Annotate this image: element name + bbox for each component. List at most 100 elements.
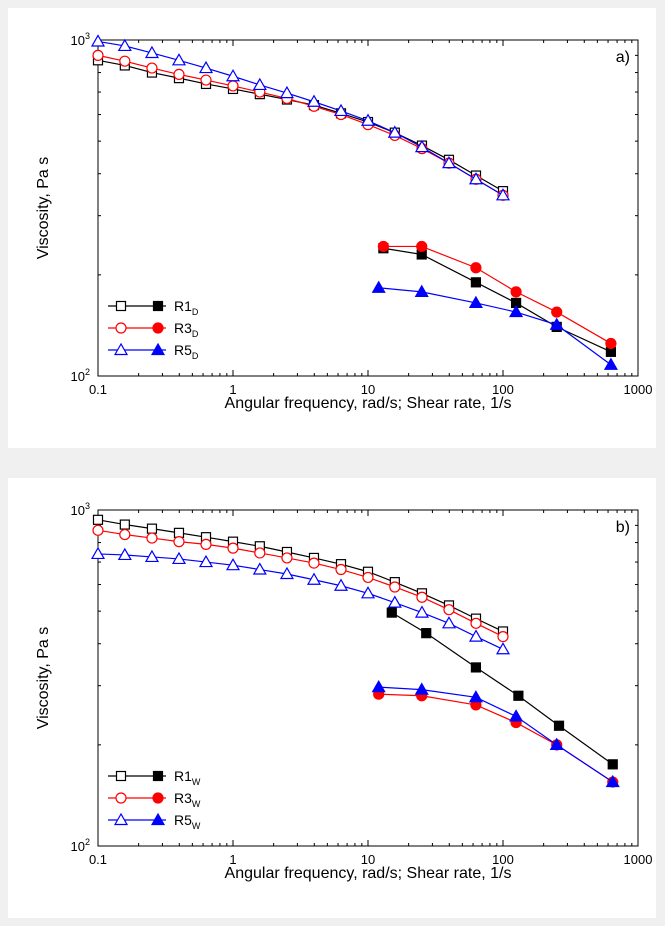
chart-a-data-point [416,240,428,253]
chart-a-legend-item: R5D [108,342,199,361]
chart-panel-a: 0.1 1 10 100 1000 102 103 Angular frequency, ra… [8,8,656,448]
chart-a-legend-marker-open [113,342,129,356]
chart-b-data-point [421,628,432,639]
chart-b-legend-label: R5W [174,812,201,831]
chart-b-data-point [386,607,397,618]
chart-b-data-point [389,581,401,593]
chart-a-x-tick-label: 10 [361,382,375,397]
chart-a-y-tick-label: 102 [71,367,90,384]
chart-b-series-4 [373,688,619,788]
chart-a-series-4 [377,240,617,350]
chart-b-data-point [443,604,455,616]
chart-a-data-point [377,240,389,253]
chart-b-data-point [333,578,349,591]
chart-b-series-line [97,553,504,650]
chart-b-legend-marker-open [113,812,129,826]
chart-b-data-point [513,690,524,701]
chart-b-data-point [92,514,104,525]
chart-b-data-point [468,629,484,642]
chart-a-data-point [414,139,429,153]
chart-b-data-point [360,586,376,599]
chart-a-data-point [200,74,212,86]
chart-a-data-point [509,304,524,318]
chart-a-series-line [378,287,612,366]
chart-b-data-point [227,542,239,554]
chart-b-y-tick-label: 102 [71,837,90,854]
chart-a-data-point [90,34,106,47]
chart-b-legend-marker-filled [152,792,164,804]
chart-a-data-point [225,69,241,82]
chart-b-data-point [200,538,212,550]
chart-a-legend-marker-filled [150,342,166,356]
chart-a-series-5 [371,280,618,370]
chart-b-data-point [549,737,564,750]
chart-a-series-line [97,59,504,192]
chart-a-data-point [510,286,522,298]
chart-a-data-point [468,295,483,309]
chart-a-legend-label: R1D [174,298,199,317]
chart-b-y-axis-label: Viscosity, Pa s [35,627,52,730]
chart-b-series-0 [92,514,509,637]
chart-a-series-line [383,247,612,353]
chart-b-x-tick-label: 100 [492,852,514,867]
chart-a-series-0 [92,55,509,197]
chart-b-data-point [173,536,185,548]
chart-b-series-line [378,686,614,783]
chart-a-data-point [198,60,214,74]
chart-b-data-point [470,662,482,673]
chart-b-series-3 [386,607,618,770]
chart-b-data-point [362,571,374,584]
chart-a-series-line [383,245,612,344]
chart-b-data-point [468,690,483,703]
chart-b-legend-label: R3W [174,790,201,809]
chart-a-data-point [173,68,185,80]
chart-b-data-point [497,630,509,643]
chart-a-x-tick-label: 0.1 [89,382,107,397]
chart-a-data-point [603,357,618,370]
chart-a-data-point [117,38,132,52]
chart-a-y-tick-label: 103 [71,31,90,48]
chart-b-legend-item: R3W [108,790,201,809]
chart-a-data-point [306,94,322,107]
chart-b-data-point [254,547,266,559]
chart-b-data-point [553,720,565,731]
chart-a-data-point [470,262,482,274]
chart-a-x-axis-label: Angular frequency, rad/s; Shear rate, 1/… [225,395,512,412]
chart-b-data-point [281,552,293,564]
chart-b-data-point [146,523,158,534]
chart-b-data-point [173,527,185,538]
chart-b-data-point [306,572,322,585]
chart-a-data-point [387,125,402,138]
chart-b-data-point [198,554,214,568]
chart-a-panel-label: a) [616,49,630,66]
chart-a-legend-marker-filled [152,300,164,312]
chart-b-legend-marker-open [115,792,127,804]
chart-b-legend-marker-filled [150,812,166,826]
chart-b-data-point [92,524,104,536]
chart-a-data-point [171,53,187,66]
chart-a-data-point [227,80,239,92]
chart-a-data-point [252,77,267,91]
chart-a-data-point [441,155,457,169]
chart-a-data-point [333,103,349,117]
chart-panel-b: 0.1 1 10 100 1000 102 103 Angular frequency, ra… [8,478,656,918]
chart-a-data-point [146,62,158,74]
chart-b-x-axis-label: Angular frequency, rad/s; Shear rate, 1/… [225,865,512,882]
chart-b-data-point [146,532,158,544]
chart-a-legend-marker-open [115,300,127,312]
chart-a-x-tick-label: 1 [229,382,236,397]
chart-b-y-tick-label: 103 [71,501,90,518]
chart-b-data-point [414,605,429,618]
chart-a-x-tick-label: 1000 [624,382,653,397]
chart-b-x-tick-label: 0.1 [89,852,107,867]
chart-a-data-point [279,85,294,99]
chart-b-x-tick-label: 1 [229,852,236,867]
chart-a-data-point [495,188,511,201]
chart-b-data-point [279,566,294,580]
chart-a-series-line [97,40,504,196]
chart-b-series-line [97,519,504,633]
chart-a-series-3 [378,243,617,357]
chart-b-data-point [119,519,130,530]
chart-b-series-1 [92,524,509,643]
chart-a-data-point [144,45,159,59]
